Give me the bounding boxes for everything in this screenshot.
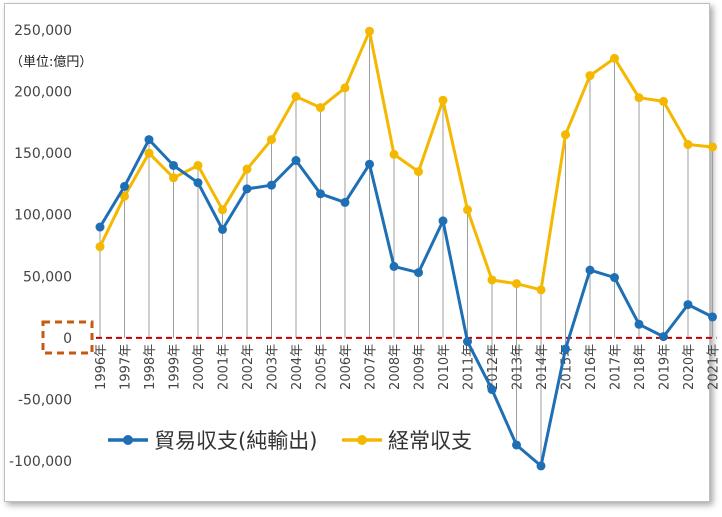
data-point	[169, 173, 178, 183]
data-point	[536, 461, 546, 471]
data-point	[193, 178, 203, 188]
series-line	[98, 29, 714, 292]
x-tick-label: 2020年	[682, 344, 697, 390]
data-point	[610, 273, 619, 283]
x-tick-label: 2018年	[633, 344, 648, 390]
x-tick-label: 1999年	[168, 344, 183, 390]
data-point	[414, 268, 423, 278]
x-tick-label: 2013年	[511, 344, 526, 390]
data-point	[193, 160, 203, 170]
data-point	[365, 26, 374, 36]
data-point	[242, 164, 252, 174]
x-tick-label: 2008年	[388, 344, 403, 390]
x-tick-label: 2002年	[241, 344, 256, 390]
data-point	[120, 181, 129, 191]
x-tick-label: 2005年	[315, 344, 330, 390]
x-tick-label: 2016年	[584, 344, 599, 390]
data-point	[144, 148, 154, 158]
x-tick-label: 2006年	[339, 344, 354, 390]
x-tick-label: 2000年	[192, 344, 207, 390]
data-point	[267, 135, 276, 145]
data-point	[291, 156, 301, 166]
data-point	[316, 189, 325, 199]
y-tick-label: -100,000	[9, 454, 72, 470]
x-tick-label: 2014年	[535, 344, 550, 390]
data-point	[634, 319, 644, 329]
x-tick-label: 2012年	[486, 344, 501, 390]
y-tick-label: 200,000	[14, 85, 72, 101]
x-tick-label: 1997年	[119, 344, 134, 390]
data-point	[463, 205, 472, 215]
data-point	[414, 167, 423, 177]
data-point	[585, 265, 595, 275]
data-point	[144, 135, 154, 145]
x-tick-label: 2019年	[658, 344, 673, 390]
data-point	[561, 344, 570, 354]
y-tick-label: -50,000	[18, 392, 72, 408]
data-point	[512, 279, 521, 289]
x-tick-label: 2010年	[437, 344, 452, 390]
x-tick-label: 2004年	[290, 344, 305, 390]
chart-frame	[4, 3, 710, 502]
zero-highlight-box	[41, 320, 94, 355]
data-point	[585, 71, 595, 81]
data-point	[95, 222, 105, 232]
data-point	[683, 140, 693, 150]
data-point	[95, 242, 105, 252]
y-tick-label: 150,000	[14, 146, 72, 162]
data-point	[340, 83, 350, 93]
x-tick-label: 2009年	[413, 344, 428, 390]
data-point	[536, 285, 546, 295]
x-tick-label: 2017年	[609, 344, 624, 390]
data-point	[218, 224, 227, 234]
data-point	[487, 275, 497, 285]
data-point	[438, 95, 448, 105]
y-tick-label: 100,000	[14, 208, 72, 224]
data-point	[561, 130, 570, 140]
y-tick-label: 0	[63, 331, 72, 347]
data-point	[120, 191, 129, 201]
data-point	[169, 160, 178, 170]
data-point	[610, 53, 619, 63]
data-point	[659, 96, 668, 106]
series-line	[98, 138, 714, 468]
x-tick-label: 1998年	[143, 344, 158, 390]
unit-label: （単位:億円）	[10, 54, 92, 70]
x-tick-label: 2021年	[707, 344, 722, 390]
data-point	[659, 332, 668, 342]
x-tick-label: 1996年	[94, 344, 109, 390]
y-tick-label: 50,000	[23, 269, 72, 285]
data-point	[291, 91, 301, 101]
data-point	[708, 142, 717, 152]
x-tick-label: 2007年	[364, 344, 379, 390]
data-point	[242, 184, 252, 194]
data-point	[389, 149, 399, 159]
data-point	[316, 103, 325, 113]
data-point	[340, 197, 350, 207]
y-tick-label: 250,000	[14, 23, 72, 39]
legend-label: 経常収支	[388, 429, 472, 453]
data-point	[438, 216, 448, 226]
data-point	[512, 440, 521, 450]
legend-label: 貿易収支(純輸出)	[154, 429, 317, 453]
x-tick-label: 2003年	[266, 344, 281, 390]
data-point	[487, 385, 497, 395]
x-tick-label: 2001年	[217, 344, 232, 390]
data-point	[267, 180, 276, 190]
data-point	[634, 93, 644, 103]
data-point	[463, 337, 472, 347]
x-tick-label: 2011年	[462, 344, 477, 390]
data-point	[218, 205, 227, 215]
data-point	[683, 300, 693, 310]
legend-marker	[123, 435, 133, 445]
data-point	[708, 312, 717, 322]
data-point	[365, 159, 374, 169]
legend-marker	[357, 435, 367, 445]
data-point	[389, 261, 399, 271]
